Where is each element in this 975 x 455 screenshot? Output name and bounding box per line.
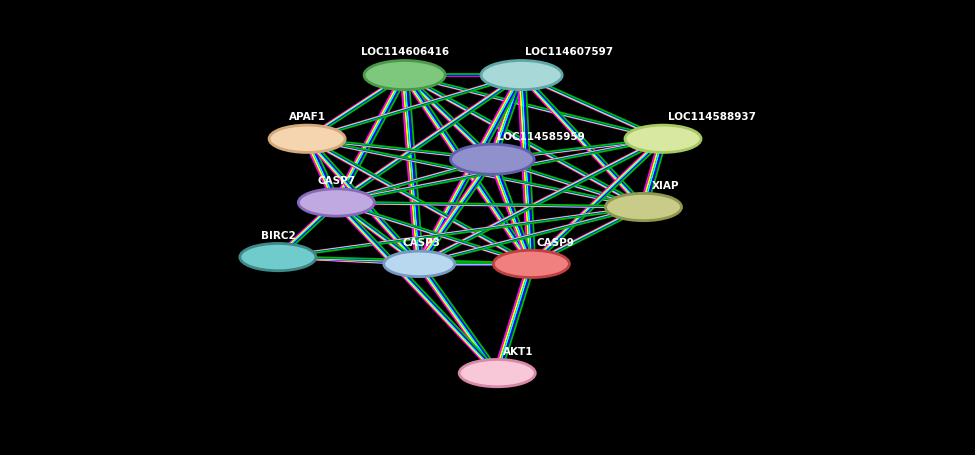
Ellipse shape <box>269 125 345 152</box>
Text: CASP9: CASP9 <box>536 238 574 248</box>
Text: BIRC2: BIRC2 <box>260 231 295 241</box>
Ellipse shape <box>459 359 535 387</box>
Text: AKT1: AKT1 <box>503 347 533 357</box>
Ellipse shape <box>298 189 374 216</box>
Text: APAF1: APAF1 <box>289 112 326 122</box>
Ellipse shape <box>493 250 569 278</box>
Text: LOC114606416: LOC114606416 <box>361 47 448 57</box>
Ellipse shape <box>364 61 446 90</box>
Text: CASP7: CASP7 <box>317 176 356 186</box>
Text: LOC114585959: LOC114585959 <box>497 132 585 142</box>
Ellipse shape <box>481 61 563 90</box>
Ellipse shape <box>240 243 316 271</box>
Ellipse shape <box>605 193 682 221</box>
Ellipse shape <box>384 251 454 277</box>
Text: XIAP: XIAP <box>651 181 679 191</box>
Text: CASP3: CASP3 <box>403 238 440 248</box>
Text: LOC114607597: LOC114607597 <box>525 47 612 57</box>
Text: LOC114588937: LOC114588937 <box>668 112 756 122</box>
Ellipse shape <box>625 125 701 152</box>
Ellipse shape <box>450 144 534 174</box>
